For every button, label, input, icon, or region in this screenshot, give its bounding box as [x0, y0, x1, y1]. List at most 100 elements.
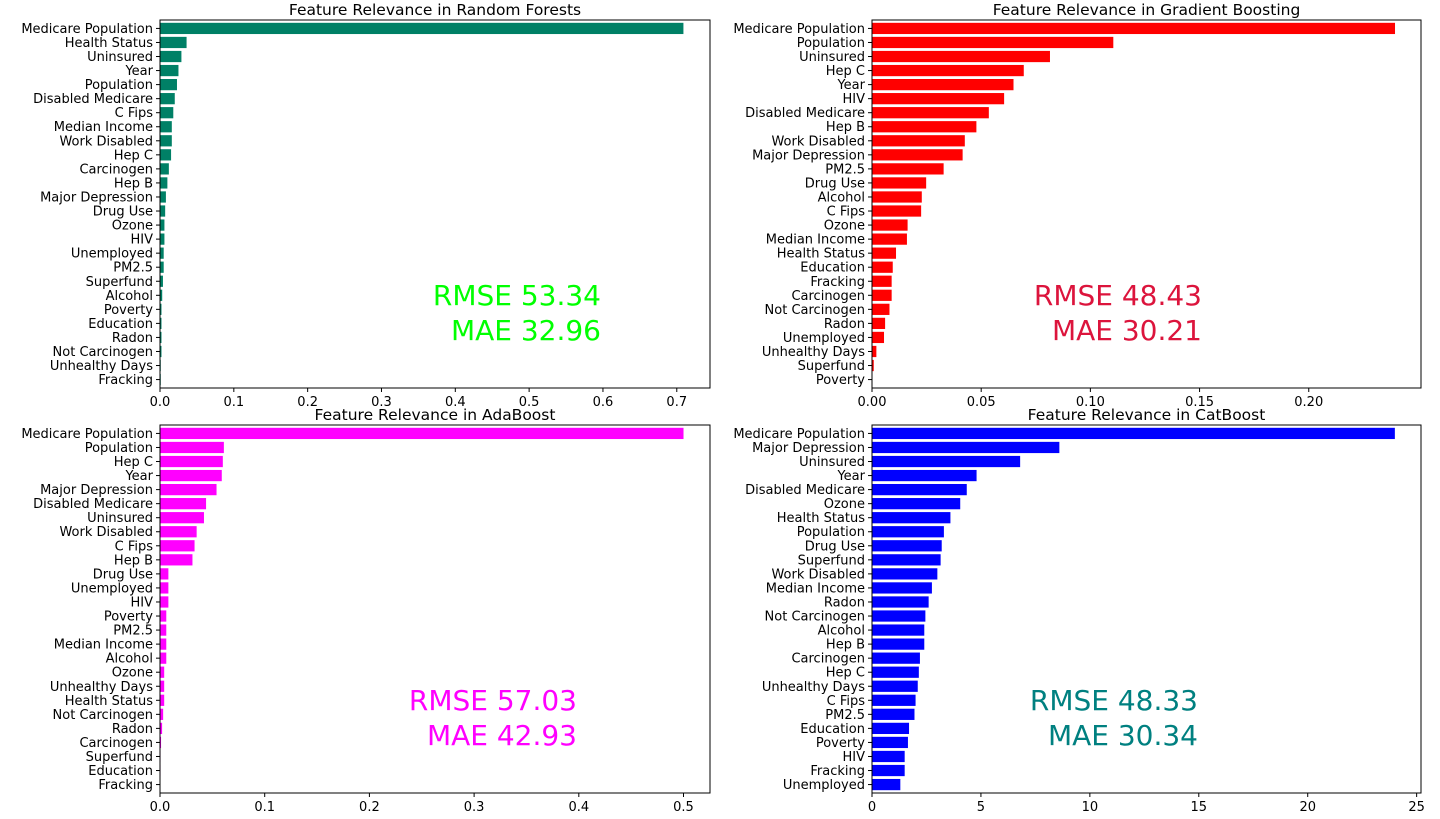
bar — [160, 22, 684, 35]
y-tick-label: Radon — [112, 331, 153, 346]
bar — [872, 275, 892, 287]
bar — [160, 233, 165, 245]
bar — [872, 666, 919, 678]
bar — [872, 93, 1005, 105]
y-tick-label: Alcohol — [818, 190, 865, 205]
y-tick-label: Uninsured — [799, 455, 865, 470]
y-tick-label: Median Income — [54, 638, 153, 653]
x-tick-label: 0.6 — [593, 395, 614, 410]
axes-frame — [871, 424, 1422, 794]
bar — [160, 107, 174, 119]
bar — [872, 483, 967, 496]
bar — [160, 121, 172, 133]
bar — [872, 233, 907, 245]
y-tick-label: Not Carcinogen — [765, 303, 865, 318]
y-tick-label: Work Disabled — [59, 134, 153, 149]
y-tick-label: Work Disabled — [771, 567, 865, 582]
y-tick-label: Carcinogen — [791, 289, 865, 304]
y-tick-label: Poverty — [104, 610, 153, 625]
bar — [160, 149, 172, 161]
x-tick-label: 0.5 — [673, 800, 694, 815]
bar — [160, 345, 162, 358]
bar — [160, 582, 169, 594]
y-tick-label: Unemployed — [71, 247, 153, 262]
x-tick-label: 25 — [1408, 800, 1425, 815]
x-tick-label: 0.3 — [464, 800, 485, 815]
y-tick-label: Unemployed — [71, 581, 153, 596]
bar — [872, 610, 926, 622]
bar — [872, 247, 897, 259]
chart-title: Feature Relevance in Gradient Boosting — [993, 1, 1301, 19]
y-tick-label: Health Status — [65, 36, 153, 51]
y-tick-label: Major Depression — [752, 148, 865, 163]
y-tick-label: Population — [85, 78, 153, 93]
y-tick-label: C Fips — [827, 694, 866, 709]
bar — [872, 708, 915, 720]
y-tick-label: Unhealthy Days — [50, 680, 153, 695]
y-tick-label: Population — [797, 525, 865, 540]
rmse-annotation: RMSE 57.03 — [409, 684, 577, 717]
bar — [872, 778, 901, 791]
rmse-annotation: RMSE 53.34 — [433, 279, 601, 312]
bar — [872, 331, 885, 344]
rmse-annotation: RMSE 48.33 — [1030, 684, 1198, 717]
bar — [160, 191, 166, 203]
chart-title: Feature Relevance in AdaBoost — [315, 406, 556, 424]
y-tick-label: Unemployed — [783, 331, 865, 346]
bar — [160, 289, 163, 301]
y-tick-label: C Fips — [827, 205, 866, 220]
bar — [872, 694, 916, 706]
bar — [160, 163, 169, 175]
y-tick-label: Year — [124, 64, 153, 79]
bar — [872, 205, 922, 217]
y-tick-label: Carcinogen — [791, 652, 865, 667]
bar — [160, 596, 169, 608]
y-tick-label: Not Carcinogen — [765, 610, 865, 625]
y-tick-label: Hep B — [826, 120, 865, 135]
bar — [160, 638, 167, 650]
bar — [872, 317, 886, 330]
subplot-3: Feature Relevance in AdaBoost Medicare Po… — [21, 406, 711, 815]
bar — [160, 512, 204, 524]
y-tick-label: Drug Use — [805, 539, 865, 554]
y-tick-label: Carcinogen — [79, 162, 153, 177]
y-tick-label: Medicare Population — [21, 427, 153, 442]
y-tick-label: Alcohol — [106, 652, 153, 667]
chart-title: Feature Relevance in Random Forests — [289, 1, 581, 19]
y-tick-label: Hep B — [114, 176, 153, 191]
y-tick-label: Unhealthy Days — [762, 680, 865, 695]
mae-annotation: MAE 32.96 — [451, 314, 601, 347]
bar — [160, 666, 165, 678]
x-tick-label: 0 — [868, 800, 876, 815]
x-tick-label: 0.1 — [254, 800, 275, 815]
y-tick-label: Year — [124, 469, 153, 484]
bar — [872, 540, 942, 552]
y-tick-label: Major Depression — [40, 483, 153, 498]
bar — [160, 177, 168, 189]
y-tick-label: Radon — [112, 722, 153, 737]
bar — [160, 736, 162, 749]
y-tick-label: Radon — [824, 317, 865, 332]
bar — [872, 191, 922, 203]
bar — [160, 317, 162, 330]
y-tick-label: Medicare Population — [21, 22, 153, 37]
bar — [872, 652, 920, 664]
y-tick-label: Ozone — [824, 219, 865, 234]
bar — [160, 610, 167, 622]
y-tick-label: Fracking — [98, 373, 153, 388]
chart-title: Feature Relevance in CatBoost — [1028, 406, 1266, 424]
y-tick-label: Medicare Population — [733, 427, 865, 442]
y-tick-label: Alcohol — [818, 624, 865, 639]
bar — [160, 694, 165, 706]
y-tick-label: Work Disabled — [771, 134, 865, 149]
bar — [160, 205, 166, 217]
bar — [160, 624, 167, 636]
bar — [160, 261, 164, 273]
bar — [872, 441, 1060, 454]
bar — [160, 64, 179, 77]
bar — [872, 219, 908, 231]
bar — [160, 483, 217, 496]
y-tick-label: Disabled Medicare — [33, 92, 153, 107]
mae-annotation: MAE 42.93 — [427, 719, 577, 752]
bar — [872, 78, 1014, 91]
